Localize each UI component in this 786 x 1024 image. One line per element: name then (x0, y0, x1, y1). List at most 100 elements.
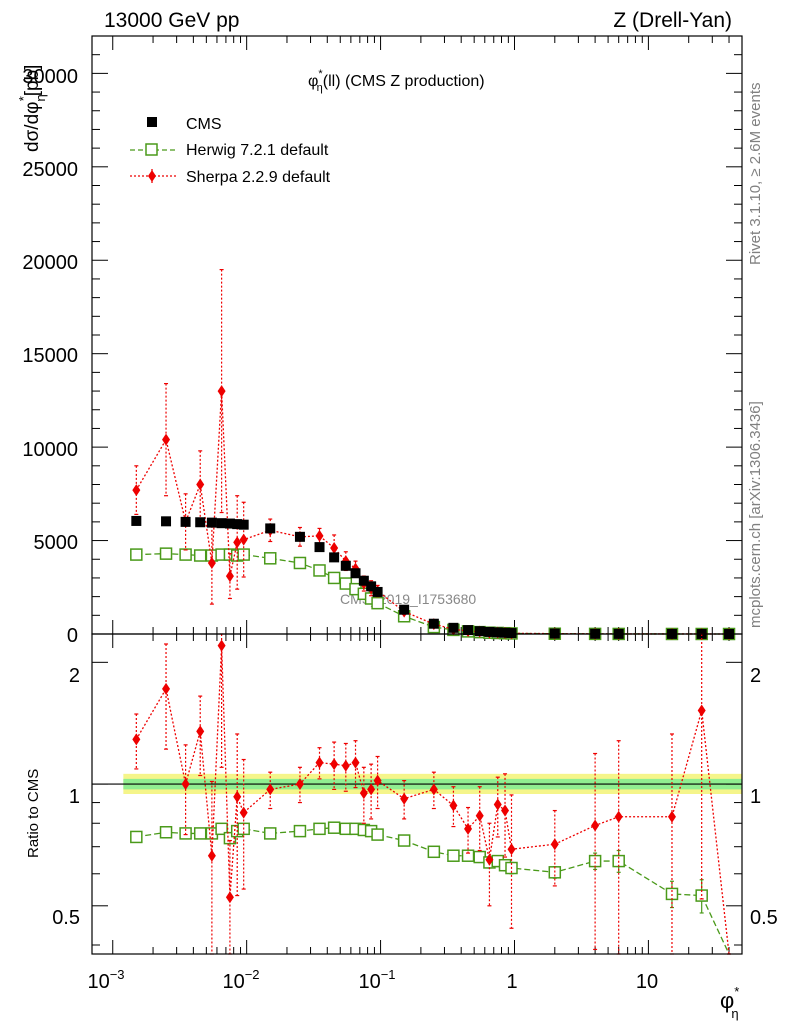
sherpa-main-line (135, 391, 730, 635)
main-ytick-label: 25000 (22, 159, 78, 181)
mcplots-label: mcplots.cern.ch [arXiv:1306.3436] (747, 401, 764, 628)
rivet-version-label: Rivet 3.1.10, ≥ 2.6M events (747, 83, 764, 266)
sherpa-ratio-point (449, 799, 458, 812)
sherpa-main-point (330, 542, 339, 555)
sherpa-main-point (239, 533, 248, 546)
herwig-main-point (327, 571, 341, 585)
ratio-ytick-label: 1 (69, 786, 80, 808)
sherpa-ratio-point (217, 639, 226, 652)
cms-data-point (500, 627, 511, 638)
energy-label: 13000 GeV pp (104, 9, 239, 32)
cms-data-point (340, 560, 351, 571)
main-ytick-label: 0 (67, 625, 78, 647)
xtick-base: 10 (87, 971, 109, 993)
herwig-main-point (159, 547, 173, 560)
sherpa-ratio-point (162, 682, 171, 695)
sherpa-ratio-point (181, 778, 190, 791)
xtick-exp: −1 (381, 967, 396, 982)
legend-sherpa-marker (148, 170, 156, 182)
legend-sherpa-label: Sherpa 2.2.9 default (186, 169, 331, 186)
xtick-exp: −3 (110, 967, 125, 982)
xtick-label: 10−1 (358, 967, 395, 993)
cms-data-point (206, 517, 217, 528)
plot-title-sup: * (318, 68, 323, 80)
herwig-ratio-point (447, 849, 460, 862)
cms-data-point (492, 627, 503, 638)
sherpa-main-point (196, 478, 205, 491)
process-label: Z (Drell-Yan) (613, 9, 732, 32)
main-y-label-unit: [pb] (22, 65, 43, 97)
ratio-plot-frame (91, 633, 743, 955)
sherpa-ratio-point (367, 783, 376, 796)
cms-data-point (358, 575, 369, 586)
sherpa-main-point (315, 529, 324, 542)
sherpa-ratio-point (507, 843, 516, 856)
x-label-sup: * (734, 984, 739, 999)
cms-data-point (238, 519, 249, 530)
sherpa-ratio-point (266, 783, 275, 796)
sherpa-ratio-point (614, 810, 623, 823)
herwig-ratio-point (371, 828, 384, 841)
sherpa-ratio-point (295, 778, 304, 791)
ratio-ytick-label-right: 2 (750, 665, 761, 687)
cms-data-point (180, 516, 191, 527)
cms-data-point (232, 519, 243, 530)
ratio-y-axis-label: Ratio to CMS (25, 769, 42, 858)
sherpa-ratio-point (330, 758, 339, 771)
sherpa-ratio-point (485, 853, 494, 866)
sherpa-ratio-point (667, 810, 676, 823)
ratio-ytick-label-right: 0.5 (750, 907, 778, 929)
sherpa-ratio-point (341, 759, 350, 772)
herwig-ratio-point (263, 827, 277, 840)
herwig-ratio-point (313, 822, 326, 836)
xtick-base: 10 (358, 971, 380, 993)
sherpa-ratio-point (591, 819, 600, 832)
ratio-ytick-label: 0.5 (52, 907, 80, 929)
tick-labels: 0 5000 10000 15000 20000 25000 30000 0.5… (22, 66, 777, 993)
plot-title-suffix: (ll) (CMS Z production) (323, 73, 485, 90)
xtick-label: 1 (506, 971, 517, 993)
sherpa-ratio-point (400, 792, 409, 805)
main-ytick-label: 20000 (22, 252, 78, 274)
cms-data-point (265, 523, 276, 534)
cms-data-point (399, 604, 410, 615)
plot-title-symbol: φ (308, 73, 318, 90)
sherpa-series-main (132, 268, 734, 640)
x-label-sub: η (731, 1006, 738, 1021)
sherpa-ratio-line (135, 645, 730, 955)
legend-herwig-label: Herwig 7.2.1 default (186, 142, 329, 159)
ratio-ytick-label-right: 1 (750, 786, 761, 808)
herwig-ratio-point (223, 831, 237, 845)
ratio-uncertainty-band (92, 773, 743, 794)
sherpa-main-point (233, 536, 242, 549)
main-y-label-sub: η (33, 94, 48, 101)
plot-title-sub: η (317, 82, 323, 94)
herwig-main-point (179, 548, 192, 561)
herwig-main-point (371, 596, 384, 610)
sherpa-main-point (207, 556, 216, 569)
sherpa-main-point (132, 484, 141, 497)
herwig-ratio-point (159, 826, 173, 839)
herwig-ratio-point (130, 830, 143, 844)
cms-data-point (366, 581, 377, 592)
sherpa-ratio-point (501, 804, 510, 817)
cms-data-point (195, 517, 206, 528)
sherpa-main-point (162, 433, 171, 446)
cms-data-point (484, 626, 495, 637)
x-label-main: φ (720, 988, 734, 1013)
cms-data-point (448, 622, 459, 633)
cms-data-point (506, 628, 517, 639)
sherpa-ratio-point (550, 838, 559, 851)
herwig-main-point (193, 549, 207, 562)
main-y-label-sup: * (16, 96, 31, 101)
cms-data-point (224, 518, 235, 529)
herwig-main-point (263, 552, 277, 565)
herwig-main-point (130, 548, 143, 561)
xtick-label: 10−2 (222, 967, 259, 993)
cms-data-point (428, 618, 439, 629)
sherpa-ratio-point (132, 733, 141, 746)
sherpa-ratio-point (475, 809, 484, 822)
ratio-ytick-label: 2 (69, 665, 80, 687)
sherpa-ratio-point (225, 891, 234, 904)
sherpa-main-point (225, 570, 234, 583)
